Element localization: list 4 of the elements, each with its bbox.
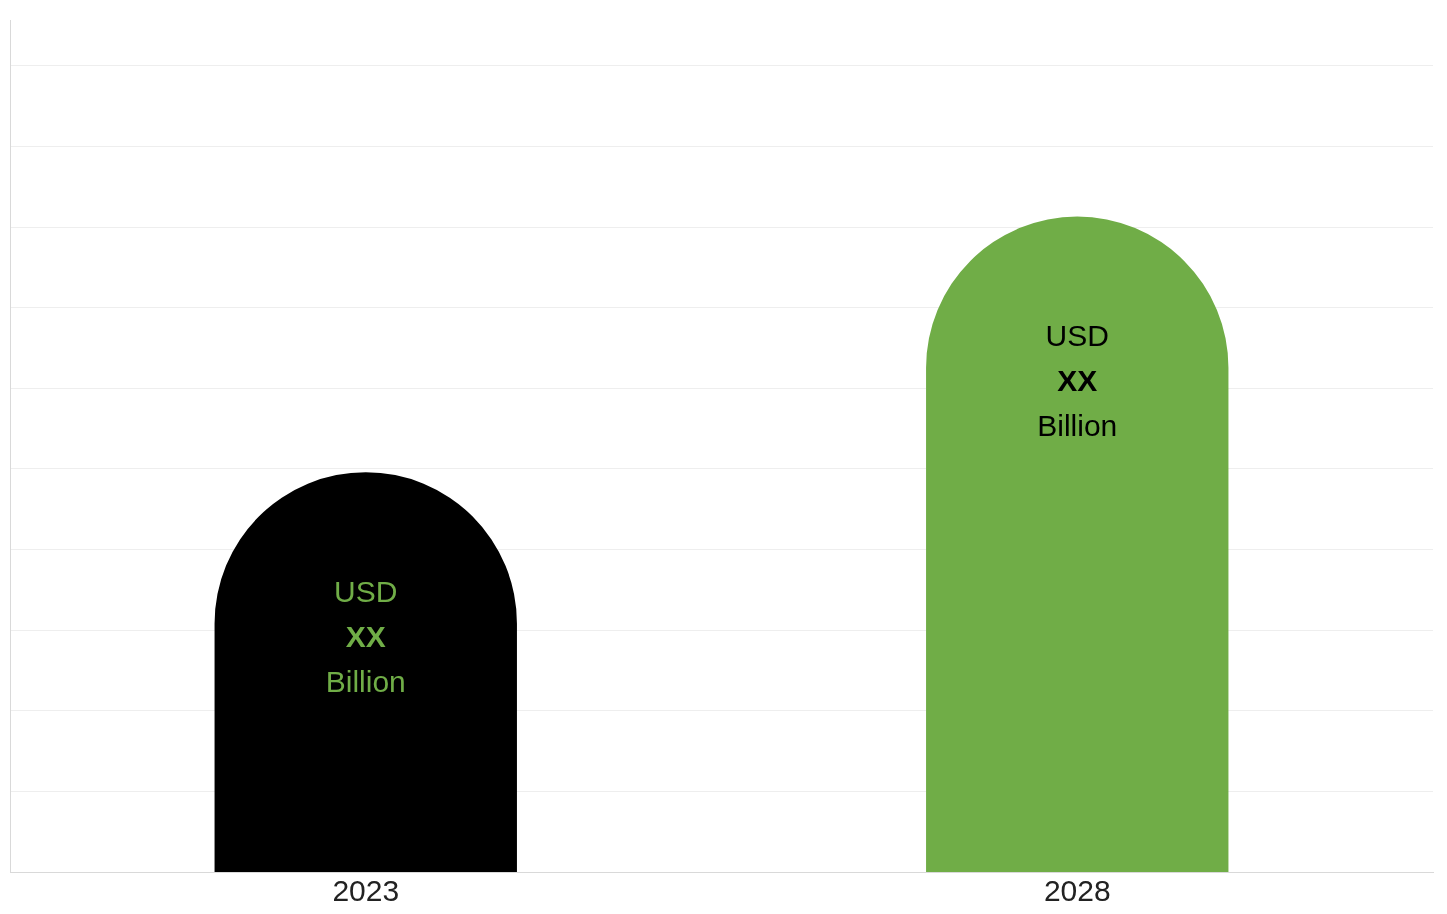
annotation: USD XX Billion <box>1037 319 1118 443</box>
x-tick-label: 2028 <box>1043 874 1111 908</box>
x-tick-label: 2023 <box>332 874 400 908</box>
annotation: USD XX Billion <box>325 574 406 698</box>
